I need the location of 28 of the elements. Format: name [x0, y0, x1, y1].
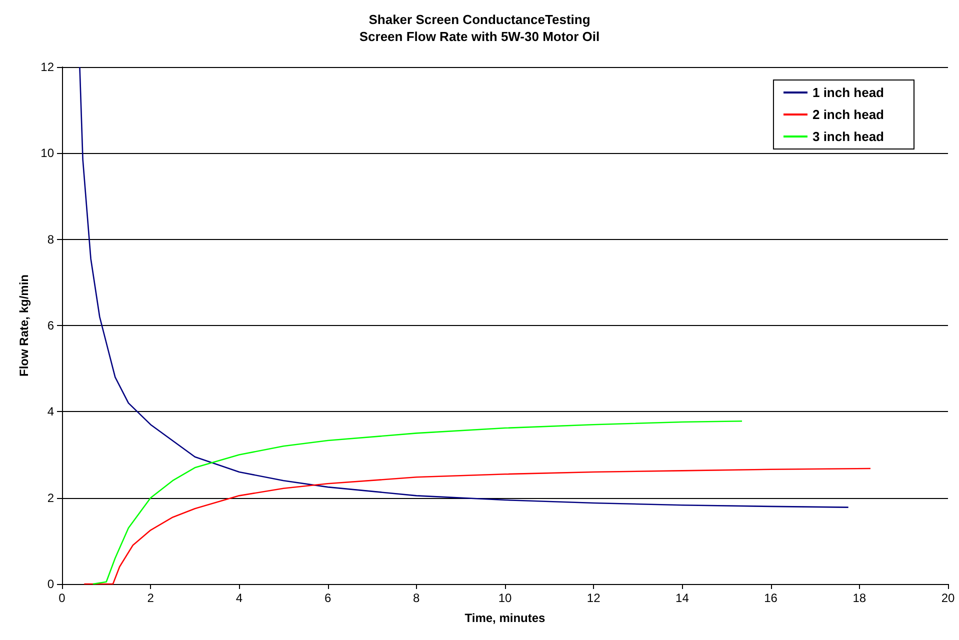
y-axis-title: Flow Rate, kg/min [16, 274, 31, 377]
y-tick-label: 4 [47, 404, 54, 419]
y-tick-label: 2 [47, 490, 54, 505]
y-tick-label: 8 [47, 232, 54, 246]
line-series [84, 468, 872, 585]
x-tick-label: 8 [413, 591, 420, 605]
x-axis-title: Time, minutes [464, 611, 546, 625]
x-tick-label: 6 [324, 591, 332, 605]
x-tick-label: 14 [676, 591, 690, 605]
legend-label: 3 inch head [812, 129, 884, 144]
x-tick-label: 2 [147, 591, 154, 605]
legend-label: 2 inch head [812, 107, 884, 122]
legend-label: 1 inch head [812, 85, 884, 100]
y-tick-label: 12 [40, 60, 54, 74]
line-series [92, 420, 743, 585]
x-tick-label: 0 [58, 591, 66, 605]
x-tick-label: 10 [498, 591, 512, 605]
y-tick-label: 6 [47, 318, 54, 332]
x-tick-label: 18 [852, 591, 866, 605]
y-tick-label: 10 [40, 146, 54, 160]
x-tick-label: 4 [236, 591, 243, 605]
x-tick-label: 20 [941, 591, 955, 605]
x-tick-label: 12 [586, 591, 601, 605]
chart-subtitle: Screen Flow Rate with 5W-30 Motor Oil [359, 29, 600, 44]
y-tick-label: 0 [47, 577, 54, 591]
chart-title: Shaker Screen ConductanceTesting [368, 12, 590, 27]
line-series [79, 66, 849, 508]
x-tick-label: 16 [764, 591, 778, 605]
